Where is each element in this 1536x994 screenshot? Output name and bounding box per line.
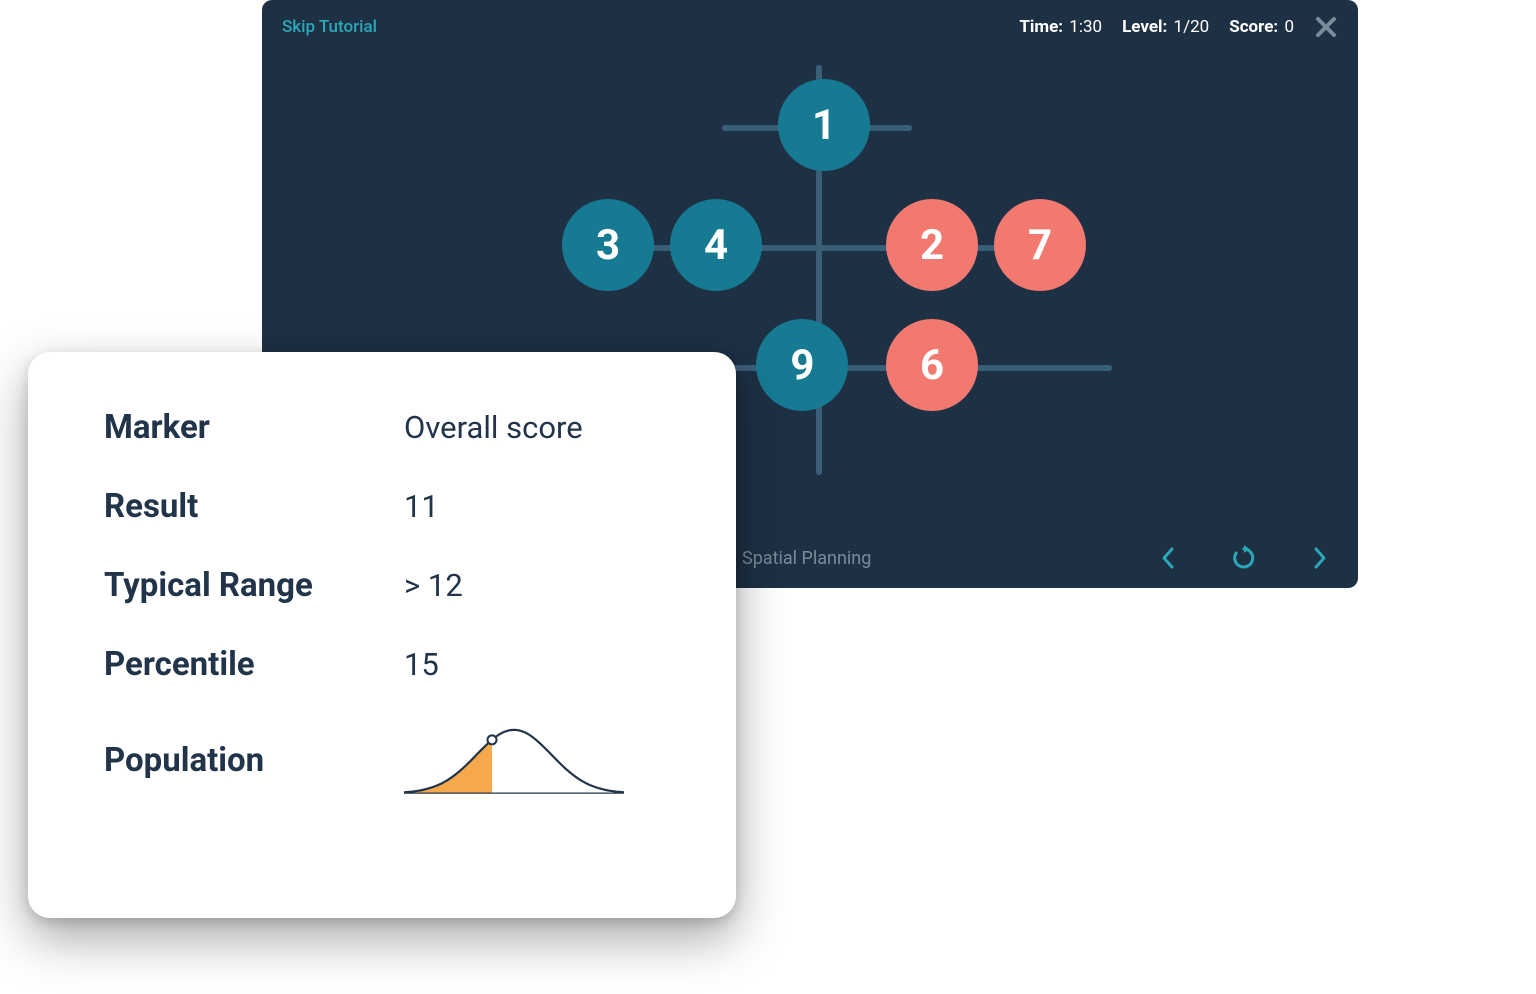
score-label: Score:	[1229, 17, 1278, 37]
time-label: Time:	[1019, 17, 1063, 37]
score-stat: Score: 0	[1229, 17, 1294, 37]
topbar-stats: Time: 1:30 Level: 1/20 Score: 0	[1019, 15, 1338, 39]
ball-9[interactable]: 9	[756, 319, 848, 411]
level-value: 1/20	[1174, 17, 1210, 37]
population-label: Population	[104, 741, 404, 780]
nav-controls	[1154, 544, 1334, 572]
time-stat: Time: 1:30	[1019, 17, 1102, 37]
results-card: Marker Overall score Result 11 Typical R…	[28, 352, 736, 918]
percentile-value: 15	[404, 646, 694, 683]
game-title: Spatial Planning	[742, 548, 871, 569]
population-value	[404, 724, 694, 796]
prev-button[interactable]	[1154, 544, 1182, 572]
close-icon[interactable]	[1314, 15, 1338, 39]
ball-3[interactable]: 3	[562, 199, 654, 291]
result-label: Result	[104, 487, 404, 526]
typical-range-value: > 12	[404, 567, 694, 604]
typical-range-label: Typical Range	[104, 566, 404, 605]
result-value: 11	[404, 488, 694, 525]
ball-4[interactable]: 4	[670, 199, 762, 291]
ball-1[interactable]: 1	[778, 79, 870, 171]
ball-7[interactable]: 7	[994, 199, 1086, 291]
marker-label: Marker	[104, 408, 404, 447]
ball-2[interactable]: 2	[886, 199, 978, 291]
population-curve	[404, 724, 624, 796]
next-button[interactable]	[1306, 544, 1334, 572]
marker-value: Overall score	[404, 409, 694, 446]
percentile-label: Percentile	[104, 645, 404, 684]
level-label: Level:	[1122, 17, 1167, 37]
restart-button[interactable]	[1230, 544, 1258, 572]
level-stat: Level: 1/20	[1122, 17, 1209, 37]
score-value: 0	[1284, 17, 1294, 37]
ball-6[interactable]: 6	[886, 319, 978, 411]
results-grid: Marker Overall score Result 11 Typical R…	[104, 408, 694, 796]
skip-tutorial-link[interactable]: Skip Tutorial	[282, 17, 377, 37]
time-value: 1:30	[1069, 17, 1102, 37]
game-topbar: Skip Tutorial Time: 1:30 Level: 1/20 Sco…	[262, 0, 1358, 54]
